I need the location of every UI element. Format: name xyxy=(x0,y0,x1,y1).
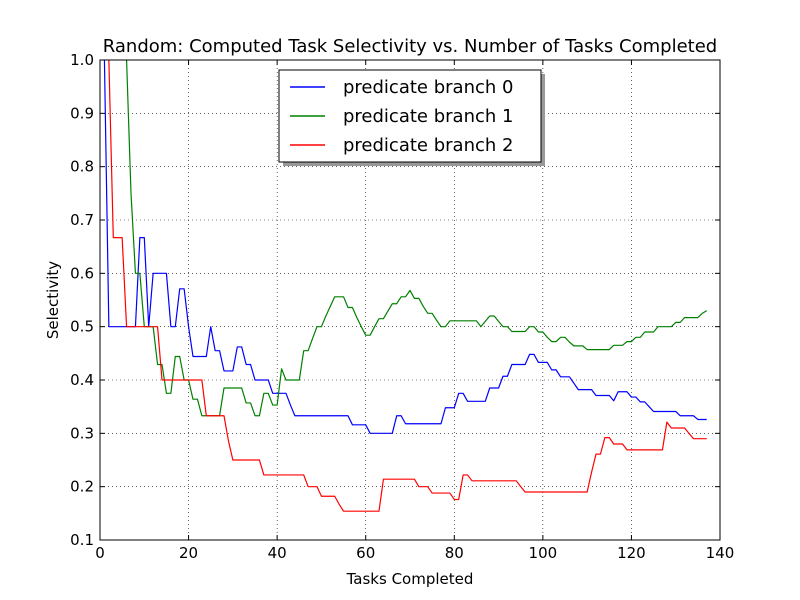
legend: predicate branch 0 predicate branch 1 pred… xyxy=(278,69,545,166)
x-tick-label: 40 xyxy=(268,544,287,562)
legend-label-branch-0: predicate branch 0 xyxy=(343,77,513,98)
y-tick-label: 0.5 xyxy=(70,318,94,336)
x-tick-label: 120 xyxy=(617,544,646,562)
x-tick-label: 0 xyxy=(95,544,105,562)
x-tick-label: 20 xyxy=(179,544,198,562)
y-tick-label: 0.9 xyxy=(70,104,94,122)
series-line-branch-2 xyxy=(108,60,707,512)
x-tick-label: 100 xyxy=(529,544,558,562)
x-tick-label: 80 xyxy=(445,544,464,562)
x-axis-label: Tasks Completed xyxy=(346,570,474,588)
chart-title: Random: Computed Task Selectivity vs. Nu… xyxy=(103,36,717,57)
y-tick-label: 0.2 xyxy=(70,478,94,496)
series-line-branch-0 xyxy=(103,60,707,434)
y-tick-label: 0.8 xyxy=(70,158,94,176)
y-tick-label: 0.7 xyxy=(70,211,94,229)
y-tick-label: 0.1 xyxy=(70,531,94,549)
plot-frame xyxy=(99,59,721,541)
y-axis-label: Selectivity xyxy=(44,261,62,339)
legend-entries: predicate branch 0 predicate branch 1 pred… xyxy=(290,77,513,156)
series-layer xyxy=(103,60,708,512)
y-tick-label: 0.3 xyxy=(70,424,94,442)
y-tick-label: 0.6 xyxy=(70,264,94,282)
y-tick-label: 0.4 xyxy=(70,371,94,389)
ticks: 0 20 40 60 80 100 120 140 0.1 0.2 0.3 0.4 0.5 0.6 0.7 0… xyxy=(70,51,734,562)
y-tick-label: 1.0 xyxy=(70,51,94,69)
series-line-branch-1 xyxy=(125,60,708,417)
legend-label-branch-2: predicate branch 2 xyxy=(343,135,513,156)
legend-label-branch-1: predicate branch 1 xyxy=(343,106,513,127)
x-tick-label: 140 xyxy=(706,544,735,562)
x-tick-label: 60 xyxy=(356,544,375,562)
